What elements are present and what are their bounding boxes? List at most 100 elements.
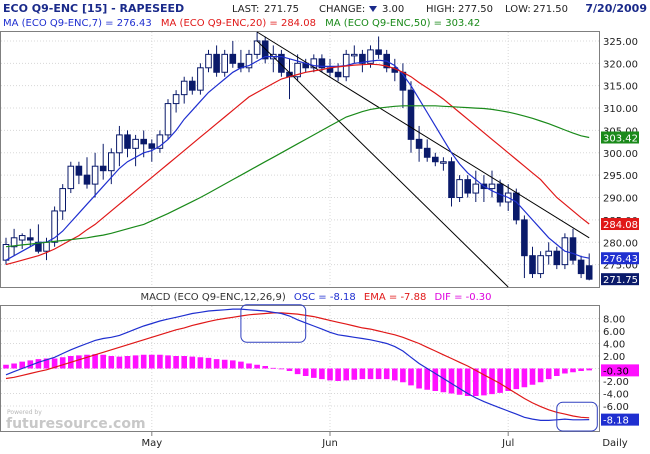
- macd-histogram-bar: [246, 363, 252, 369]
- candle-up: [197, 67, 204, 91]
- macd-marks: [3, 304, 598, 432]
- price-badge-label-ma20: 284.08: [603, 220, 638, 231]
- ma20-legend-entry: MA (ECO Q9-ENC,20) = 284.08: [161, 18, 316, 29]
- change-label: CHANGE:: [319, 4, 365, 15]
- macd-histogram-bar: [116, 356, 123, 369]
- x-tick-label: May: [141, 438, 162, 449]
- macd-histogram-bar: [238, 361, 244, 369]
- price-tick-label: 300.00: [603, 149, 638, 160]
- period-label: Daily: [602, 438, 627, 449]
- price-tick-label: 275.00: [603, 261, 638, 272]
- macd-histogram-bar: [505, 368, 511, 391]
- price-badge-label-ma7: 276.43: [603, 254, 638, 265]
- macd-histogram-bar: [521, 368, 528, 388]
- candle-up: [67, 165, 75, 190]
- macd-histogram-bar: [27, 360, 34, 369]
- candle-down: [229, 53, 237, 64]
- candle-up: [156, 134, 164, 149]
- macd-histogram-bar: [489, 368, 495, 395]
- macd-histogram-bar: [408, 368, 414, 386]
- macd-histogram-bar: [51, 358, 58, 369]
- candle-down: [529, 255, 536, 275]
- macd-histogram-bar: [35, 359, 42, 369]
- macd-histogram-bar: [375, 368, 382, 380]
- macd-histogram-bar: [570, 368, 576, 373]
- candle-down: [75, 165, 83, 176]
- macd-tick-label: 6.00: [603, 327, 625, 338]
- candle-down: [585, 265, 593, 280]
- macd-histogram-bar: [432, 368, 439, 391]
- candle-down: [318, 58, 326, 69]
- macd-histogram-bar: [473, 368, 479, 396]
- ma-legend: MA (ECO Q9-ENC,7) = 276.43 MA (ECO Q9-EN…: [3, 18, 480, 29]
- macd-histogram-bar: [448, 368, 455, 394]
- macd-histogram-bar: [189, 356, 196, 369]
- high-label: HIGH:: [426, 4, 455, 15]
- macd-tick-label: -4.00: [603, 390, 629, 401]
- macd-histogram-bar: [497, 368, 503, 393]
- candle-up: [164, 103, 172, 136]
- price-badge-ma20: [601, 218, 639, 231]
- macd-histogram-bar: [383, 368, 390, 380]
- macd-histogram-bar: [424, 368, 430, 390]
- candle-down: [99, 165, 107, 172]
- x-tick-label: Jun: [321, 438, 338, 449]
- candle-down: [407, 89, 415, 140]
- candle-down: [261, 40, 269, 60]
- macd-histogram-bar: [554, 368, 560, 376]
- candle-down: [432, 156, 439, 163]
- price-tick-label: 290.00: [603, 194, 638, 205]
- symbol-title: ECO Q9-ENC [15] - RAPESEED: [3, 2, 184, 15]
- candle-up: [205, 53, 212, 69]
- low-label: LOW:: [505, 4, 531, 15]
- macd-histogram-bar: [124, 356, 131, 369]
- macd-histogram-bar: [270, 367, 277, 369]
- ma7-line: [5, 56, 590, 261]
- price-tick-label: 315.00: [603, 82, 638, 93]
- macd-histogram-bar: [302, 368, 309, 376]
- macd-osc-line: [5, 308, 590, 421]
- candle-down: [27, 237, 34, 241]
- price-badge-label-ma50: 303.42: [603, 133, 638, 144]
- macd-histogram-bar: [262, 366, 268, 369]
- candle-down: [334, 71, 342, 78]
- price-badge-ma7: [601, 252, 639, 265]
- macd-histogram-bar: [157, 354, 163, 369]
- macd-histogram-bar: [456, 368, 463, 395]
- candle-up: [221, 53, 228, 73]
- candle-down: [513, 192, 520, 221]
- change-down-arrow-icon: [369, 6, 377, 12]
- macd-histogram-bar: [545, 368, 552, 380]
- ma50-line: [5, 105, 590, 248]
- macd-histogram-bar: [335, 368, 341, 381]
- price-tick-label: 310.00: [603, 104, 638, 115]
- candle-down: [423, 147, 431, 158]
- macd-histogram-bar: [43, 358, 50, 369]
- macd-badge-label-osc: -8.18: [603, 416, 629, 427]
- macd-histogram-bar: [351, 368, 358, 380]
- macd-tick-label: 8.00: [603, 315, 625, 326]
- macd-histogram-bar: [181, 356, 187, 369]
- candle-up: [59, 188, 67, 212]
- candle-down: [189, 80, 196, 91]
- macd-histogram-bar: [464, 368, 471, 396]
- macd-tick-label: 4.00: [603, 340, 625, 351]
- candle-up: [245, 53, 253, 69]
- candle-up: [537, 255, 544, 275]
- macd-histogram-bar: [343, 368, 349, 381]
- candle-up: [294, 62, 301, 78]
- macd-ema-entry: EMA = -7.88: [364, 292, 426, 303]
- macd-badge-osc: [601, 413, 639, 426]
- candle-down: [569, 237, 577, 261]
- macd-histogram-bar: [59, 357, 66, 369]
- macd-histogram-bar: [367, 368, 374, 380]
- candle-up: [108, 152, 115, 172]
- macd-histogram-bar: [392, 368, 398, 381]
- candle-down: [83, 174, 91, 185]
- macd-histogram-bar: [578, 368, 584, 371]
- candle-up: [488, 183, 496, 190]
- ma7-legend-entry: MA (ECO Q9-ENC,7) = 276.43: [3, 18, 152, 29]
- crossover-highlight-box: [556, 401, 598, 432]
- candle-up: [10, 237, 18, 248]
